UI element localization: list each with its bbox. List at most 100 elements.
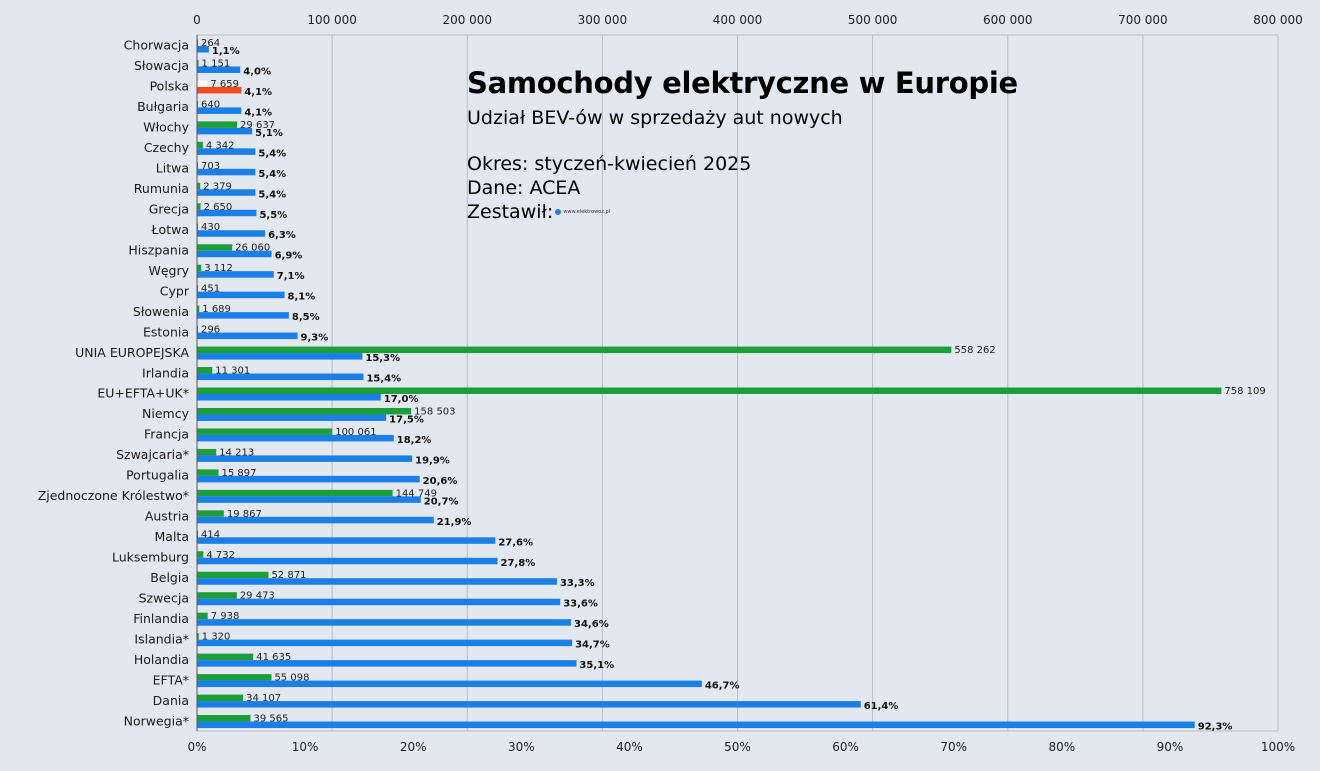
share-bar xyxy=(197,721,1195,729)
count-label: 144 749 xyxy=(396,488,437,499)
grid-layer xyxy=(196,34,1279,732)
logo-circle-icon xyxy=(555,209,562,215)
share-bar xyxy=(197,680,702,688)
count-bar xyxy=(197,407,412,415)
count-label: 1 151 xyxy=(202,58,231,69)
share-label: 34,6% xyxy=(574,619,609,630)
bars-layer xyxy=(197,39,1222,729)
share-label: 34,7% xyxy=(575,640,610,651)
chart-title: Samochody elektryczne w Europie xyxy=(467,66,1018,100)
count-label: 7 938 xyxy=(211,611,240,622)
category-label: Austria xyxy=(145,509,189,524)
title-block: Samochody elektryczne w Europie Udział B… xyxy=(467,66,1018,224)
count-label: 11 301 xyxy=(215,366,250,377)
bottom-axis-tick-label: 50% xyxy=(724,740,751,754)
share-label: 4,1% xyxy=(244,87,272,98)
count-bar xyxy=(197,367,213,374)
count-bar xyxy=(197,264,202,272)
share-label: 27,8% xyxy=(501,558,536,569)
note-period: Okres: styczeń-kwiecień 2025 xyxy=(467,153,752,175)
share-bar xyxy=(197,107,242,114)
share-label: 18,2% xyxy=(397,435,432,446)
top-axis-tick-label: 500 000 xyxy=(848,13,898,27)
category-label: Łotwa xyxy=(151,222,189,237)
share-bar xyxy=(197,230,266,237)
share-label: 4,0% xyxy=(243,66,271,77)
category-label: Włochy xyxy=(143,120,189,135)
share-bar xyxy=(197,209,257,217)
count-label: 4 732 xyxy=(206,550,235,561)
top-axis-tick-label: 800 000 xyxy=(1253,13,1303,27)
count-label: 558 262 xyxy=(954,345,995,356)
category-label: UNIA EUROPEJSKA xyxy=(75,345,189,360)
count-label: 158 503 xyxy=(414,406,455,417)
top-axis-tick-label: 200 000 xyxy=(442,13,492,27)
share-label: 17,0% xyxy=(384,394,419,405)
category-label: Rumunia xyxy=(134,181,189,196)
share-label: 9,3% xyxy=(301,333,329,344)
category-label: Czechy xyxy=(144,140,190,155)
count-bar xyxy=(197,121,238,128)
category-label: Norwegia* xyxy=(124,713,189,728)
count-label: 29 473 xyxy=(240,591,275,602)
category-label: Bułgaria xyxy=(137,99,189,114)
count-bar xyxy=(197,141,203,149)
share-bar xyxy=(197,127,253,135)
count-bar xyxy=(197,387,1222,394)
count-label: 19 867 xyxy=(227,509,262,520)
share-label: 4,1% xyxy=(244,107,272,118)
share-bar xyxy=(197,66,241,73)
category-label: Irlandia xyxy=(142,365,189,380)
count-bar xyxy=(197,244,233,251)
share-bar xyxy=(197,414,387,421)
category-label: Słowenia xyxy=(133,304,189,319)
note-source: Dane: ACEA xyxy=(467,177,581,199)
count-bar xyxy=(197,59,199,67)
top-axis-tick-label: 300 000 xyxy=(578,13,628,27)
top-axis-tick-label: 100 000 xyxy=(307,13,357,27)
category-label: Węgry xyxy=(148,263,189,278)
count-bar xyxy=(197,203,201,210)
share-bar xyxy=(197,434,394,442)
bottom-axis-tick-label: 60% xyxy=(832,740,859,754)
share-bar xyxy=(197,619,572,626)
count-label: 640 xyxy=(201,99,220,110)
bottom-axis-tick-label: 30% xyxy=(508,740,535,754)
count-bar xyxy=(197,551,204,558)
count-bar xyxy=(197,633,199,640)
count-label: 264 xyxy=(201,38,220,49)
share-bar xyxy=(197,557,498,565)
top-axis-tick-label: 600 000 xyxy=(983,13,1033,27)
chart-subtitle: Udział BEV-ów w sprzedaży aut nowych xyxy=(467,107,843,129)
share-label: 15,3% xyxy=(365,353,400,364)
count-label: 29 637 xyxy=(240,120,275,131)
count-bar xyxy=(197,489,393,497)
bottom-axis-tick-label: 70% xyxy=(940,740,967,754)
share-label: 15,4% xyxy=(366,374,401,385)
count-label: 15 897 xyxy=(221,468,256,479)
note-author-label: Zestawił: xyxy=(467,201,554,223)
share-bar xyxy=(197,639,573,647)
share-bar xyxy=(197,271,274,278)
count-label: 451 xyxy=(201,284,220,295)
count-label: 1 320 xyxy=(202,632,231,643)
share-label: 17,5% xyxy=(389,414,424,425)
author-logo: www.elektrowoz.pl xyxy=(555,200,610,224)
count-label: 7 659 xyxy=(210,79,239,90)
share-bar xyxy=(197,312,289,319)
note-author: Zestawił: www.elektrowoz.pl xyxy=(467,200,610,224)
count-bar xyxy=(197,182,201,190)
count-label: 758 109 xyxy=(1224,386,1265,397)
category-label: Luksemburg xyxy=(112,550,189,565)
share-label: 61,4% xyxy=(864,701,899,712)
count-bar xyxy=(197,448,217,456)
share-label: 35,1% xyxy=(579,660,614,671)
share-bar xyxy=(197,394,381,401)
share-bar xyxy=(197,701,861,708)
share-label: 8,5% xyxy=(292,312,320,323)
category-label: Zjednoczone Królestwo* xyxy=(38,488,189,503)
count-bar xyxy=(197,510,224,517)
logo-text: www.elektrowoz.pl xyxy=(563,209,611,215)
count-label: 41 635 xyxy=(256,652,291,663)
